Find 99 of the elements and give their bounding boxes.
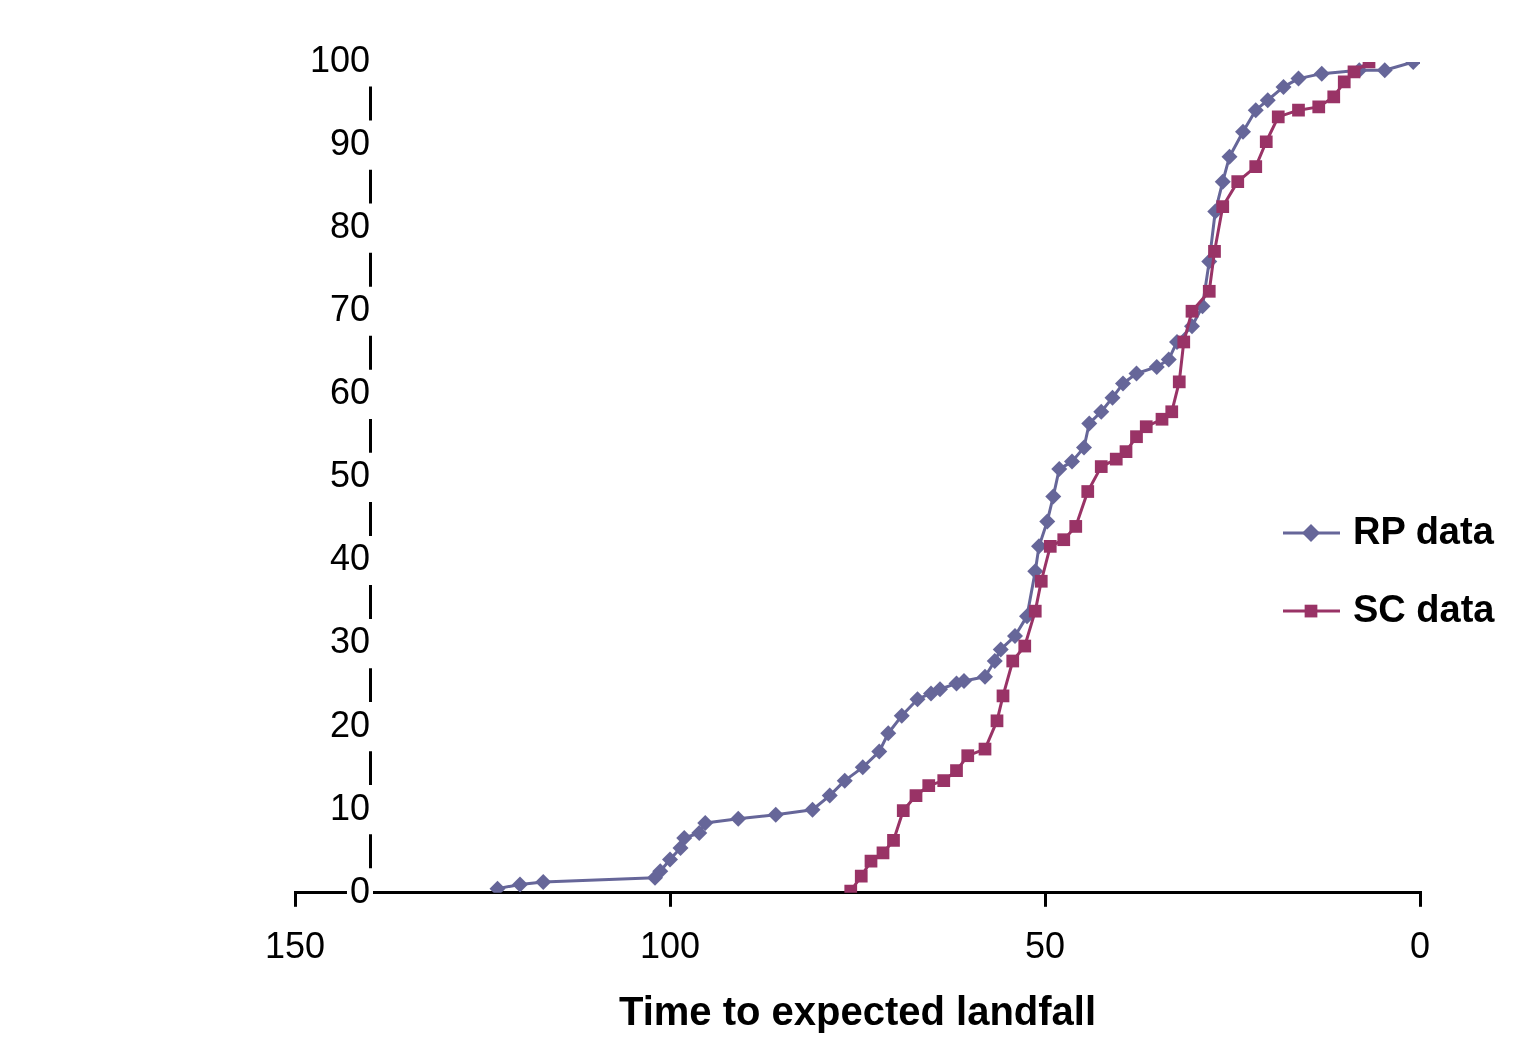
y-tick-label: 70 <box>329 288 370 330</box>
point <box>1177 335 1191 349</box>
point <box>1172 375 1186 389</box>
point <box>1104 389 1121 406</box>
point <box>1028 604 1042 618</box>
point <box>1007 628 1023 645</box>
point <box>909 789 923 802</box>
point <box>1148 358 1165 375</box>
point <box>1139 420 1153 434</box>
point <box>1081 485 1095 498</box>
y-tick-label: 80 <box>329 205 370 247</box>
point <box>1039 513 1056 530</box>
point <box>836 772 853 789</box>
point <box>1312 100 1326 114</box>
point <box>1160 351 1177 368</box>
legend-label: RP data <box>1353 509 1495 552</box>
point <box>854 759 871 776</box>
point <box>1376 62 1393 79</box>
y-tick-label: 50 <box>329 454 370 496</box>
point <box>1247 102 1264 119</box>
point <box>1249 160 1263 174</box>
point <box>697 815 714 832</box>
point <box>1327 90 1341 104</box>
point <box>1165 405 1179 419</box>
x-tick-label: 50 <box>1024 925 1066 967</box>
point <box>854 869 868 883</box>
point <box>1275 78 1292 95</box>
point <box>1076 439 1092 456</box>
point <box>937 774 951 788</box>
y-tick-label: 20 <box>329 703 370 745</box>
point <box>662 851 678 868</box>
point <box>1018 639 1032 653</box>
point <box>1292 103 1305 117</box>
point <box>1313 65 1330 82</box>
point <box>1043 539 1057 553</box>
y-tick-label: 90 <box>329 122 370 163</box>
point <box>1034 574 1048 588</box>
point <box>1130 430 1143 444</box>
y-tick-label: 40 <box>329 537 370 579</box>
point <box>1081 415 1098 432</box>
point <box>1069 520 1083 533</box>
point <box>909 691 926 708</box>
x-tick-label: 150 <box>264 925 326 967</box>
point <box>676 829 693 846</box>
point <box>1057 533 1071 547</box>
point <box>1128 365 1145 382</box>
point <box>1093 403 1110 420</box>
point <box>986 653 1003 670</box>
point <box>880 725 897 742</box>
x-tick-label: 0 <box>1409 925 1431 967</box>
point <box>1051 461 1068 478</box>
point <box>1006 654 1020 668</box>
point <box>1259 135 1273 149</box>
x-axis-title: Time to expected landfall <box>618 989 1097 1034</box>
point <box>1119 445 1133 459</box>
point <box>512 876 528 893</box>
point <box>672 839 689 856</box>
point <box>961 749 975 763</box>
point <box>1064 453 1080 470</box>
point <box>691 824 708 841</box>
point <box>990 714 1004 728</box>
x-tick-label: 100 <box>639 925 701 967</box>
point <box>652 863 669 880</box>
point <box>1216 200 1230 213</box>
point <box>821 787 838 804</box>
point <box>1202 284 1216 298</box>
legend-label: SC data <box>1353 587 1496 630</box>
point <box>1259 92 1276 109</box>
point <box>893 707 910 724</box>
point <box>1094 460 1108 473</box>
y-tick-label: 30 <box>329 620 370 662</box>
point <box>864 854 878 868</box>
point <box>767 806 784 823</box>
y-tick-label: 0 <box>349 869 370 911</box>
point <box>1045 488 1062 505</box>
point <box>1235 123 1251 140</box>
point <box>1231 175 1245 188</box>
y-tick-label: 60 <box>329 371 370 413</box>
point <box>950 764 963 778</box>
point <box>932 681 948 698</box>
point <box>992 641 1009 658</box>
point <box>887 834 900 847</box>
point <box>804 801 821 818</box>
point <box>896 804 910 817</box>
y-tick-label: 100 <box>309 38 370 80</box>
point <box>871 743 888 760</box>
point <box>1221 148 1238 165</box>
point <box>977 668 993 685</box>
point <box>730 810 747 827</box>
point <box>922 779 936 792</box>
point <box>1214 173 1231 190</box>
point <box>1185 304 1199 318</box>
point <box>1115 375 1131 392</box>
point <box>1290 70 1307 87</box>
point <box>1271 110 1285 124</box>
point <box>1337 75 1351 89</box>
point <box>535 874 552 890</box>
y-tick-label: 10 <box>329 786 370 828</box>
point <box>1208 245 1221 258</box>
